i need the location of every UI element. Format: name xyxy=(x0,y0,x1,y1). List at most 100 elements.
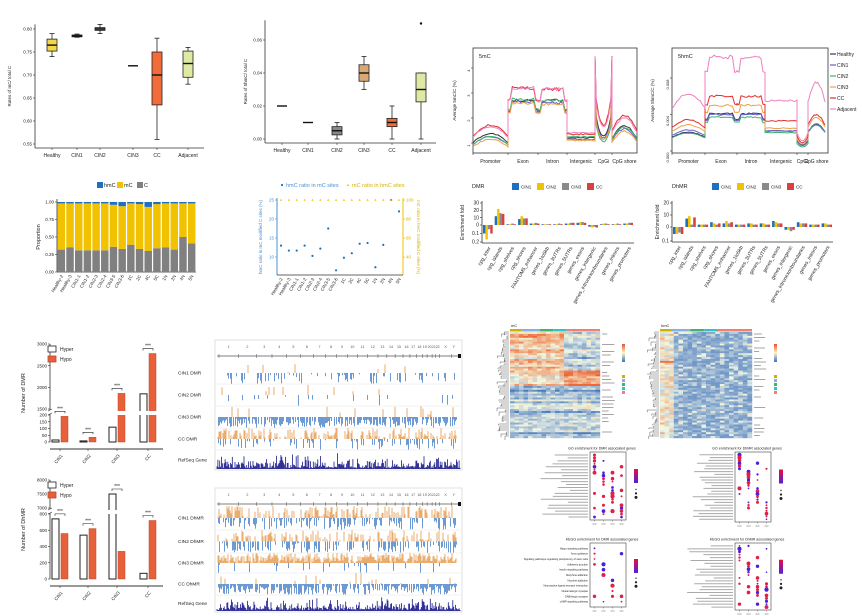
heatmap-cell xyxy=(729,341,734,344)
heatmap-cell xyxy=(582,434,587,437)
heatmap-cell xyxy=(595,378,601,381)
heatmap-cell xyxy=(541,380,547,383)
heatmap-cell xyxy=(555,424,560,427)
heatmap-cell xyxy=(715,399,720,402)
size-legend-dot xyxy=(779,586,783,590)
heatmap-cell xyxy=(660,374,665,377)
heatmap-cell xyxy=(669,384,674,387)
chromosome-label: 12 xyxy=(371,345,375,349)
heatmap-cell xyxy=(729,411,734,414)
heatmap-cell xyxy=(715,368,720,371)
heatmap-cell xyxy=(523,333,529,337)
heatmap-cell xyxy=(573,424,578,427)
heatmap-cell xyxy=(519,343,524,346)
heatmap-cell xyxy=(747,395,753,398)
heatmap-cell xyxy=(537,349,542,352)
enrichment-dot xyxy=(601,494,606,498)
heatmap-cell xyxy=(523,364,529,367)
chromosome-label: 21 xyxy=(432,493,436,497)
heatmap-cell xyxy=(715,407,720,410)
heatmap-cell xyxy=(742,378,748,381)
heatmap-cell xyxy=(683,424,688,427)
heatmap-cell xyxy=(519,353,524,356)
size-legend-dot xyxy=(634,584,638,588)
heatmap-cell xyxy=(683,391,688,394)
heatmap-cell xyxy=(591,345,596,348)
y-tick-label: 1 xyxy=(466,144,471,147)
heatmap-cell xyxy=(514,422,520,425)
heatmap-cell xyxy=(724,333,730,337)
bar-Hyper-CIN3 xyxy=(108,426,117,443)
heatmap-cell xyxy=(692,341,697,344)
heatmap-cell xyxy=(577,387,583,391)
heatmap-cell xyxy=(738,414,743,417)
term-label: GABAergic synapse xyxy=(565,594,589,598)
bar-segment-mC xyxy=(161,203,170,248)
heatmap-cell xyxy=(519,426,524,429)
legend-label: Healthy xyxy=(837,52,854,58)
heatmap-cell xyxy=(555,360,560,364)
heatmap-cell xyxy=(729,401,734,404)
heatmap-cell xyxy=(586,412,592,416)
heatmap-cell xyxy=(514,364,520,367)
point-hmC-2C xyxy=(350,252,353,255)
point-hmC-CIN1-1 xyxy=(295,249,298,252)
heatmap-cell xyxy=(573,347,578,350)
heatmap-cell xyxy=(729,332,734,335)
heatmap-cell xyxy=(706,407,711,410)
heatmap-cell xyxy=(532,436,538,439)
heatmap-cell xyxy=(683,370,688,373)
heatmap-cell xyxy=(719,382,725,385)
heatmap-cell xyxy=(564,374,569,377)
bar-CIN1-genes_exons xyxy=(772,221,775,227)
heatmap-cell xyxy=(514,362,520,365)
heatmap-cell xyxy=(550,432,556,435)
enrichment-dot xyxy=(593,456,596,460)
heatmap-cell xyxy=(710,372,716,375)
heatmap-cell xyxy=(555,353,560,356)
heatmap-cell xyxy=(541,360,547,364)
heatmap-cell xyxy=(678,382,684,385)
x-tick-label: 2C xyxy=(135,273,143,281)
heatmap-cell xyxy=(738,382,743,385)
heatmap-cell xyxy=(564,358,569,362)
heatmap-cell xyxy=(729,347,734,350)
enrichment-dot xyxy=(755,576,760,580)
heatmap-cell xyxy=(687,436,693,439)
x-tick-label: Intron xyxy=(546,159,559,165)
gene-density-bars xyxy=(216,597,461,611)
heatmap-cell xyxy=(559,353,565,356)
heatmap-cell xyxy=(546,345,551,348)
heatmap-cell xyxy=(519,416,524,419)
heatmap-cell xyxy=(747,405,753,408)
heatmap-cell xyxy=(519,374,524,377)
color-scale-legend xyxy=(622,344,625,362)
heatmap-cell xyxy=(742,353,748,356)
chromosome-label: 13 xyxy=(380,493,384,497)
heatmap-cell xyxy=(546,337,551,340)
heatmap-cell xyxy=(683,335,688,338)
heatmap-cell xyxy=(595,426,601,429)
heatmap-cell xyxy=(687,416,693,419)
heatmap-cell xyxy=(724,422,730,425)
enrichment-dot xyxy=(602,480,605,483)
heatmap-cell xyxy=(573,380,578,383)
heatmap-cell xyxy=(514,418,520,421)
heatmap-cell xyxy=(532,416,538,419)
bar-segment-hmC xyxy=(92,202,100,204)
heatmap-cell xyxy=(729,370,734,373)
x-tick-label: CIN1-2 xyxy=(79,274,91,289)
heatmap-cell xyxy=(537,351,542,354)
legend-swatch xyxy=(137,182,143,188)
heatmap-cell xyxy=(537,370,542,373)
heatmap-cell xyxy=(683,362,688,365)
box-CC xyxy=(386,105,398,140)
heatmap-cell xyxy=(692,378,697,381)
heatmap-cell xyxy=(595,395,601,398)
heatmap-cell xyxy=(696,353,702,356)
hypo-region-marks xyxy=(219,541,457,553)
heatmap-cell xyxy=(719,339,725,342)
heatmap-cell xyxy=(559,374,565,377)
heatmap-cell xyxy=(528,432,533,435)
